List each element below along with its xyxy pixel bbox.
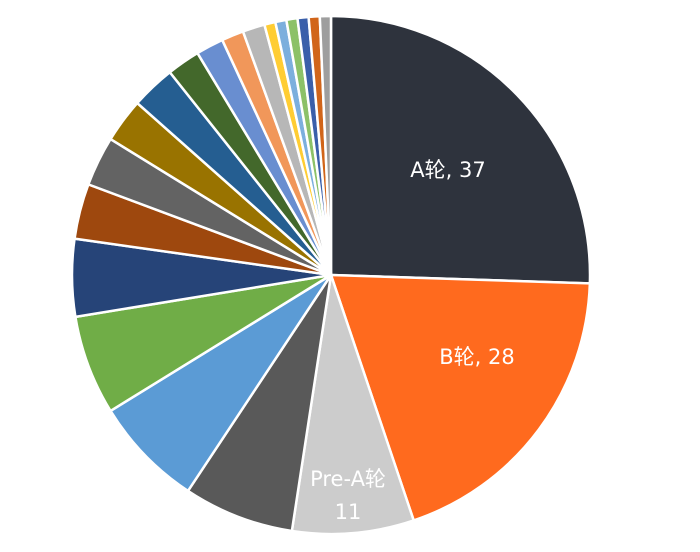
data-label-pre-a-round-value: 11 [335, 500, 362, 524]
pie-slice-1 [329, 14, 592, 285]
pie-slice-2 [329, 273, 592, 523]
pie-slice-4 [186, 274, 333, 533]
data-labels: A轮, 37 B轮, 28 Pre-A轮 11 [310, 158, 515, 524]
pie-slices [70, 14, 592, 536]
data-label-a-round: A轮, 37 [410, 158, 485, 182]
data-label-pre-a-round: Pre-A轮 [310, 467, 386, 491]
pie-slice-21 [318, 14, 333, 276]
pie-slice-5 [108, 273, 333, 493]
data-label-b-round: B轮, 28 [439, 345, 514, 369]
